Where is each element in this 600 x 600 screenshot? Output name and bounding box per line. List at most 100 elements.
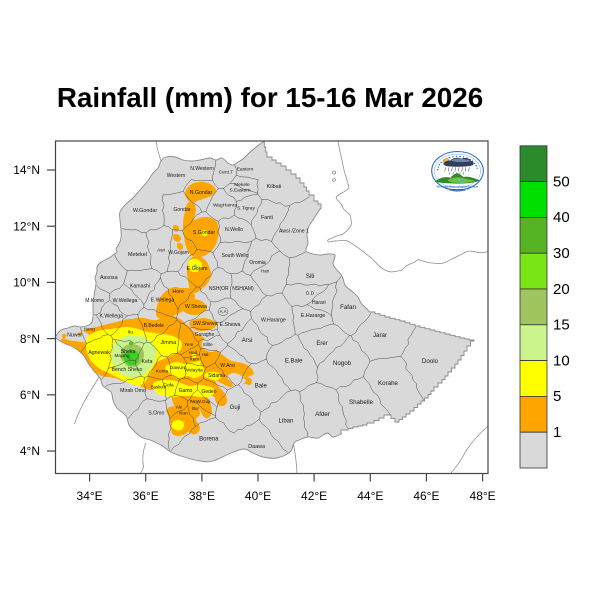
svg-text:NSH(OR: NSH(OR: [209, 286, 229, 292]
svg-text:N.Western: N.Western: [190, 166, 214, 172]
svg-text:15: 15: [553, 317, 570, 334]
svg-text:Cent.T: Cent.T: [219, 170, 233, 176]
svg-text:Bench Sheko: Bench Sheko: [112, 367, 143, 373]
svg-text:14°N: 14°N: [13, 163, 40, 177]
svg-text:M.Komo: M.Komo: [85, 298, 104, 304]
svg-text:W.Shewa: W.Shewa: [185, 304, 207, 310]
svg-text:10°N: 10°N: [13, 276, 40, 290]
svg-text:12°N: 12°N: [13, 219, 40, 233]
svg-text:W.Gondar: W.Gondar: [133, 208, 157, 214]
svg-text:B.Bedele: B.Bedele: [144, 323, 165, 329]
svg-text:Korahe: Korahe: [378, 380, 399, 387]
svg-text:Hari: Hari: [261, 269, 269, 274]
svg-text:S.Eastern: S.Eastern: [229, 188, 250, 194]
svg-text:4°N: 4°N: [20, 444, 40, 458]
svg-text:K.Wellega: K.Wellega: [100, 313, 124, 319]
svg-text:S.Tigray: S.Tigray: [237, 206, 255, 212]
svg-text:Sillte: Sillte: [203, 342, 213, 347]
svg-text:W.Gojam: W.Gojam: [168, 250, 189, 256]
svg-text:Kefa: Kefa: [142, 359, 153, 365]
svg-text:Majang: Majang: [114, 353, 130, 358]
svg-text:Ilu: Ilu: [128, 330, 133, 336]
svg-text:Dawuro: Dawuro: [170, 365, 187, 371]
svg-text:8°N: 8°N: [20, 332, 40, 346]
svg-text:1: 1: [553, 424, 561, 441]
svg-text:Gamo: Gamo: [179, 388, 193, 394]
svg-text:S.Omo: S.Omo: [148, 410, 164, 416]
svg-text:Mirab Omo: Mirab Omo: [120, 388, 146, 394]
svg-text:Fanti: Fanti: [261, 215, 273, 221]
svg-text:Rainfall (mm) for 15-16 Mar 20: Rainfall (mm) for 15-16 Mar 2026: [57, 82, 483, 113]
svg-text:E.Hararge: E.Hararge: [301, 313, 326, 319]
svg-text:46°E: 46°E: [413, 489, 439, 503]
svg-text:Ethiopian Meteorological Insti: Ethiopian Meteorological Institute: [437, 184, 479, 188]
svg-text:Ale: Ale: [176, 405, 183, 410]
svg-text:Kilbati: Kilbati: [267, 184, 282, 190]
svg-text:N.Wello: N.Wello: [225, 227, 243, 233]
svg-text:SW.Shewa: SW.Shewa: [193, 321, 218, 327]
svg-text:42°E: 42°E: [301, 489, 327, 503]
svg-text:D.D: D.D: [306, 291, 315, 297]
svg-text:Wolayita: Wolayita: [184, 368, 203, 374]
svg-text:6°N: 6°N: [20, 388, 40, 402]
svg-text:20: 20: [553, 281, 570, 298]
svg-text:W.Wellega: W.Wellega: [113, 298, 138, 304]
svg-text:Guji: Guji: [230, 405, 241, 411]
svg-text:Konta: Konta: [156, 369, 169, 375]
svg-text:W.Hararge: W.Hararge: [261, 317, 286, 323]
svg-text:36°E: 36°E: [133, 489, 159, 503]
svg-text:Had.: Had.: [189, 350, 199, 355]
svg-text:AmW.Guji: AmW.Guji: [190, 399, 210, 404]
svg-text:W.Arsi: W.Arsi: [220, 363, 234, 369]
svg-text:E.Gojam: E.Gojam: [187, 266, 208, 272]
svg-text:Hal.: Hal.: [202, 352, 210, 357]
svg-text:Borena: Borena: [199, 437, 219, 443]
svg-text:WagHamra: WagHamra: [213, 203, 237, 209]
svg-text:Oromia: Oromia: [249, 260, 266, 266]
svg-text:Awi: Awi: [157, 248, 165, 254]
svg-text:Agnewak: Agnewak: [88, 350, 110, 356]
svg-text:Metekel: Metekel: [128, 252, 147, 258]
svg-text:40: 40: [553, 209, 570, 226]
svg-text:Assosa: Assosa: [100, 275, 118, 281]
svg-text:Gondar: Gondar: [173, 207, 191, 213]
svg-text:Nuwer: Nuwer: [67, 333, 82, 339]
svg-text:10: 10: [553, 352, 570, 369]
svg-text:30: 30: [553, 245, 570, 262]
svg-text:Western: Western: [167, 173, 186, 179]
svg-text:Sidama: Sidama: [208, 373, 225, 379]
svg-text:Jarar: Jarar: [373, 332, 387, 339]
svg-text:Erer: Erer: [316, 341, 327, 347]
svg-text:40°E: 40°E: [245, 489, 271, 503]
svg-text:Gedeo: Gedeo: [201, 389, 216, 395]
svg-text:E.Wellega: E.Wellega: [151, 297, 175, 303]
svg-text:NSH(AM): NSH(AM): [232, 286, 254, 292]
svg-text:Eastern: Eastern: [237, 167, 254, 173]
svg-text:Awsi /Zone 1: Awsi /Zone 1: [279, 228, 309, 234]
svg-text:Bur: Bur: [192, 406, 199, 411]
svg-text:38°E: 38°E: [189, 489, 215, 503]
svg-text:48°E: 48°E: [470, 489, 496, 503]
svg-text:Arsi: Arsi: [242, 337, 253, 344]
svg-text:5: 5: [553, 388, 561, 405]
svg-text:Sheka: Sheka: [121, 349, 136, 355]
svg-text:Daawa: Daawa: [248, 444, 265, 450]
svg-text:E.Shewa: E.Shewa: [220, 322, 241, 328]
svg-text:Siti: Siti: [306, 273, 315, 280]
svg-text:N.Gondar: N.Gondar: [190, 190, 213, 196]
svg-text:50: 50: [553, 173, 570, 190]
svg-text:A.A: A.A: [220, 309, 227, 314]
svg-text:44°E: 44°E: [357, 489, 383, 503]
svg-text:34°E: 34°E: [77, 489, 103, 503]
svg-text:Gofa: Gofa: [163, 383, 174, 389]
svg-text:E.Bale: E.Bale: [285, 359, 303, 365]
svg-text:Liban: Liban: [279, 419, 294, 425]
svg-text:S.Gondar: S.Gondar: [193, 230, 215, 236]
svg-text:Fafan: Fafan: [340, 304, 356, 311]
svg-text:Jimma: Jimma: [160, 340, 176, 346]
svg-text:Kon: Kon: [179, 411, 188, 417]
svg-text:Mekele: Mekele: [234, 182, 250, 188]
svg-text:South Wello: South Wello: [222, 253, 249, 259]
svg-text:Afder: Afder: [315, 411, 330, 418]
svg-text:Basketo: Basketo: [151, 385, 167, 390]
